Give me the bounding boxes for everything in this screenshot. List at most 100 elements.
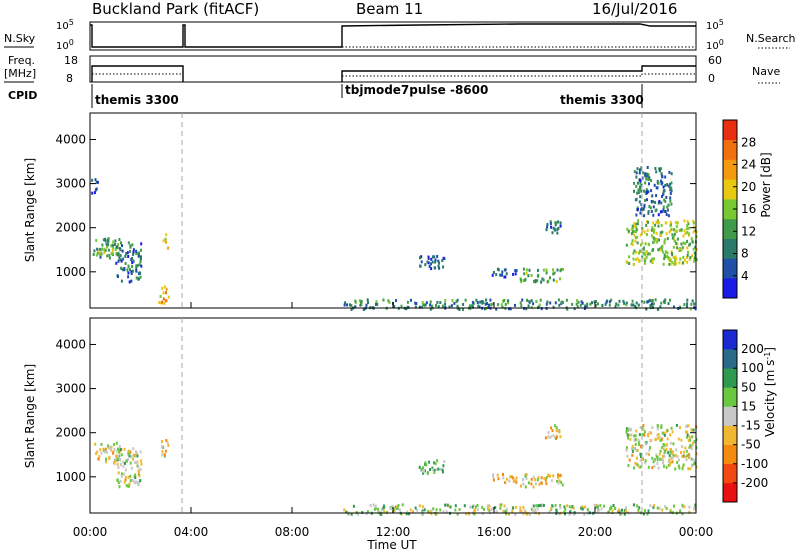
scatter-cell bbox=[525, 307, 528, 311]
scatter-cell bbox=[647, 300, 650, 304]
scatter-cell bbox=[535, 299, 538, 303]
scatter-cell bbox=[552, 305, 555, 309]
scatter-cell bbox=[121, 244, 123, 248]
freq-panel: Freq. [MHz] 18 8 60 0 Nave bbox=[4, 54, 780, 85]
scatter-cell bbox=[674, 467, 677, 471]
scatter-cell bbox=[512, 476, 514, 480]
date-label: 16/Jul/2016 bbox=[592, 0, 677, 18]
scatter-cell bbox=[676, 460, 679, 464]
scatter-cell bbox=[490, 303, 493, 307]
scatter-cell bbox=[693, 440, 696, 443]
scatter-cell bbox=[139, 257, 142, 261]
scatter-cell bbox=[563, 505, 566, 509]
scatter-cell bbox=[651, 466, 654, 470]
scatter-cell bbox=[644, 258, 647, 262]
scatter-cell bbox=[456, 298, 459, 302]
scatter-cell bbox=[623, 301, 626, 305]
scatter-cell bbox=[409, 508, 412, 512]
scatter-cell bbox=[568, 505, 571, 509]
scatter-cell bbox=[686, 430, 689, 434]
scatter-cell bbox=[94, 178, 97, 182]
scatter-cell bbox=[119, 463, 122, 467]
scatter-cell bbox=[652, 460, 655, 464]
scatter-cell bbox=[534, 279, 537, 283]
scatter-cell bbox=[497, 268, 500, 272]
scatter-cell bbox=[634, 438, 637, 442]
scatter-cell bbox=[653, 240, 656, 244]
scatter-cell bbox=[655, 220, 658, 224]
scatter-cell bbox=[672, 234, 675, 238]
scatter-cell bbox=[625, 509, 628, 513]
scatter-cell bbox=[632, 503, 635, 507]
scatter-cell bbox=[641, 444, 644, 448]
scatter-cell bbox=[485, 298, 488, 302]
y-tick-label: 2000 bbox=[55, 221, 86, 235]
scatter-cell bbox=[128, 454, 131, 458]
scatter-cell bbox=[115, 454, 118, 458]
scatter-cell bbox=[670, 451, 673, 455]
scatter-cell bbox=[451, 299, 454, 302]
scatter-cell bbox=[545, 271, 548, 275]
scatter-cell bbox=[633, 438, 636, 442]
scatter-cell bbox=[523, 272, 526, 276]
scatter-cell bbox=[110, 244, 113, 248]
scatter-cell bbox=[635, 429, 638, 433]
scatter-cell bbox=[530, 508, 533, 511]
scatter-cell bbox=[530, 299, 533, 303]
scatter-cell bbox=[660, 458, 663, 462]
scatter-cell bbox=[681, 467, 684, 471]
scatter-cell bbox=[109, 445, 112, 449]
scatter-cell bbox=[694, 507, 697, 511]
scatter-cell bbox=[112, 449, 115, 453]
scatter-cell bbox=[628, 433, 631, 437]
scatter-cell bbox=[674, 239, 677, 243]
scatter-cell bbox=[434, 462, 437, 466]
scatter-cell bbox=[636, 181, 639, 185]
scatter-cell bbox=[593, 503, 596, 507]
scatter-cell bbox=[127, 265, 130, 269]
scatter-cell bbox=[122, 464, 125, 468]
scatter-cell bbox=[670, 202, 673, 206]
scatter-cell bbox=[581, 301, 584, 305]
scatter-cell bbox=[401, 503, 404, 507]
power-panel: 1000 2000 3000 4000 Slant Range [km] 4 8 12 16… bbox=[23, 112, 773, 311]
scatter-cell bbox=[659, 248, 662, 252]
y-tick-label: 1000 bbox=[55, 470, 86, 484]
scatter-cell bbox=[125, 484, 128, 487]
scatter-cell bbox=[554, 503, 557, 507]
scatter-cell bbox=[657, 181, 660, 185]
freq-label: Freq. bbox=[8, 54, 35, 67]
scatter-cell bbox=[132, 252, 135, 256]
scatter-cell bbox=[123, 447, 126, 451]
cpid-row: CPID themis 3300 tbjmode7pulse -8600 the… bbox=[8, 83, 644, 108]
scatter-cell bbox=[640, 300, 643, 303]
scatter-cell bbox=[676, 455, 679, 458]
scatter-cell bbox=[659, 439, 662, 443]
scatter-cell bbox=[645, 172, 648, 176]
power-colorbar-label: Power [dB] bbox=[759, 152, 773, 217]
scatter-cell bbox=[669, 461, 672, 465]
scatter-cell bbox=[643, 300, 646, 304]
scatter-cell bbox=[643, 261, 646, 265]
scatter-cell bbox=[641, 433, 644, 437]
scatter-cell bbox=[653, 504, 656, 507]
scatter-cell bbox=[653, 183, 656, 187]
scatter-cell bbox=[543, 476, 546, 480]
scatter-cell bbox=[124, 478, 127, 482]
nave-tick-bottom: 0 bbox=[708, 72, 715, 85]
scatter-cell bbox=[469, 304, 471, 308]
scatter-cell bbox=[681, 455, 684, 458]
scatter-cell bbox=[123, 472, 126, 476]
scatter-cell bbox=[106, 254, 109, 258]
scatter-cell bbox=[382, 298, 385, 302]
scatter-cell bbox=[500, 503, 503, 507]
scatter-cell bbox=[664, 238, 667, 242]
power-frame bbox=[89, 112, 697, 309]
scatter-cell bbox=[625, 260, 628, 264]
scatter-cell bbox=[626, 454, 629, 458]
scatter-cell bbox=[492, 473, 495, 477]
scatter-cell bbox=[508, 512, 510, 516]
scatter-cell bbox=[638, 443, 641, 446]
scatter-cell bbox=[129, 474, 132, 478]
x-tick-label: 20:00 bbox=[578, 525, 613, 539]
